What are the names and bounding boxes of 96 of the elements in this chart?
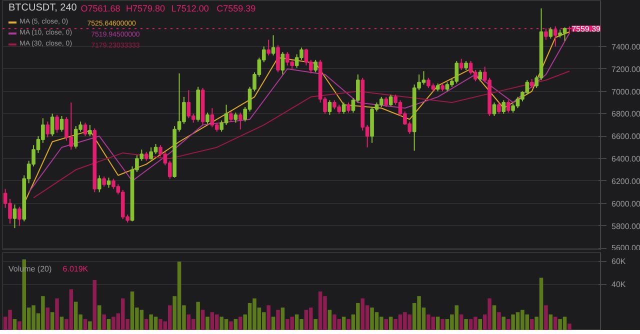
candlestick	[328, 100, 332, 116]
bar	[92, 280, 97, 330]
candlestick	[18, 206, 22, 226]
bar	[506, 319, 510, 330]
annotation: C7559.39	[216, 4, 256, 14]
candlestick	[384, 96, 388, 108]
bar	[214, 314, 219, 330]
bar	[271, 316, 276, 330]
bar	[238, 316, 242, 330]
candlestick	[83, 122, 88, 137]
candlestick	[497, 102, 501, 114]
bar	[276, 310, 280, 330]
bar	[60, 316, 64, 330]
line-series	[33, 70, 570, 198]
bar	[280, 308, 285, 330]
bar	[144, 319, 148, 330]
bar	[384, 319, 388, 330]
bar	[97, 305, 102, 330]
chart-title: BTCUSDT, 240	[8, 2, 78, 14]
bar	[102, 314, 106, 330]
candlestick	[346, 102, 350, 114]
bar	[314, 319, 318, 330]
bar	[18, 321, 22, 330]
candlestick	[478, 70, 482, 82]
bar	[106, 319, 111, 330]
bar	[234, 319, 238, 330]
y-tick-label: 6000.00	[612, 199, 640, 208]
candlestick	[88, 124, 92, 137]
candlestick	[55, 114, 59, 134]
candlestick	[97, 174, 102, 193]
bar	[568, 324, 572, 330]
candlestick	[60, 115, 64, 132]
candlestick	[106, 177, 111, 188]
bar	[346, 319, 350, 330]
bar	[168, 305, 172, 330]
bar	[492, 305, 496, 330]
candlestick	[388, 94, 393, 106]
annotation: L7512.00	[171, 4, 209, 14]
y-tick-label: 7200.00	[612, 64, 640, 74]
candlestick	[50, 113, 54, 137]
bar	[502, 316, 506, 330]
bar	[229, 321, 233, 330]
bar	[388, 316, 393, 330]
bar	[55, 298, 59, 330]
bar	[553, 316, 558, 330]
bar	[206, 316, 210, 330]
candlestick	[280, 52, 285, 75]
y-tick-label: 60K	[612, 257, 626, 266]
annotation: 6.019K	[62, 264, 89, 274]
y-tick-label: 6800.00	[612, 110, 640, 119]
y-tick-label: 7000.00	[612, 87, 640, 96]
y-tick-label: 6400.00	[612, 154, 640, 164]
bar	[440, 319, 444, 330]
bar	[464, 319, 468, 330]
candlestick	[548, 26, 553, 40]
bar	[436, 316, 440, 330]
annotation: H7579.80	[126, 4, 166, 14]
candlestick	[502, 100, 506, 114]
bar	[88, 321, 92, 330]
candlestick	[506, 100, 510, 114]
bar	[12, 319, 17, 330]
bar	[497, 312, 501, 330]
annotation: O7561.68	[80, 4, 120, 14]
candlestick	[276, 44, 280, 73]
bar	[530, 319, 534, 330]
candlestick	[229, 110, 233, 122]
y-tick-label: 7400.00	[612, 42, 640, 52]
bar	[266, 305, 270, 330]
candlestick	[238, 112, 242, 130]
bar	[459, 314, 464, 330]
candlestick	[459, 58, 464, 71]
candlestick	[314, 59, 318, 73]
candlestick	[46, 121, 50, 138]
bar	[478, 319, 482, 330]
candlestick	[271, 34, 276, 56]
y-tick-label: 40K	[612, 280, 626, 290]
candlestick	[266, 39, 270, 56]
bar	[544, 305, 548, 330]
bar	[200, 310, 205, 330]
candlestick	[492, 102, 496, 116]
candlestick	[206, 112, 210, 124]
bar	[50, 312, 54, 330]
y-tick-label: 6200.00	[612, 176, 640, 186]
candlestick	[342, 102, 346, 114]
y-tick-label: 5800.00	[612, 222, 640, 231]
candlestick	[12, 204, 17, 229]
bar	[548, 314, 553, 330]
ref-line-label: 7559.39	[572, 24, 602, 34]
bar	[342, 316, 346, 330]
y-tick-label: 6600.00	[612, 132, 640, 142]
bar	[83, 319, 88, 330]
candlestick	[234, 112, 238, 124]
bar	[328, 310, 332, 330]
bar	[196, 302, 200, 330]
bar	[46, 308, 50, 330]
candlestick	[102, 176, 106, 188]
